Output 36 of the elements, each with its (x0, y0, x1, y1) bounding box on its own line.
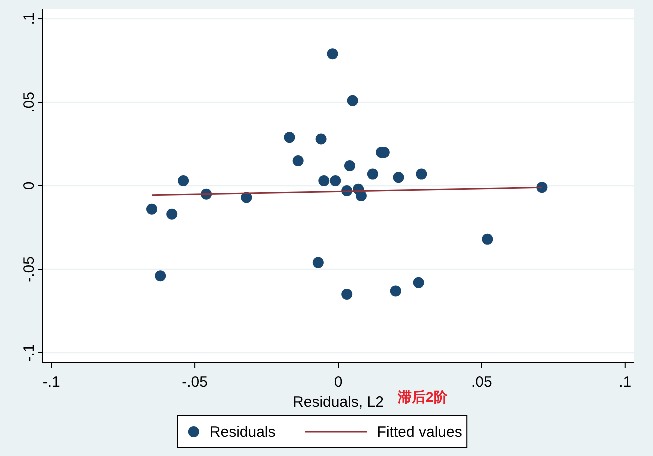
point (330, 175, 342, 186)
point (284, 132, 296, 144)
point (146, 204, 158, 215)
x-tick-label: .1 (619, 374, 632, 391)
point (166, 208, 178, 220)
legend-label: Residuals (210, 424, 276, 441)
point (367, 168, 378, 180)
x-tick-label: 0 (334, 374, 343, 391)
point (536, 182, 548, 194)
point (155, 270, 166, 282)
y-tick-label: .05 (21, 92, 38, 113)
point (482, 234, 494, 245)
legend-label: Fitted values (377, 424, 462, 441)
point (344, 160, 356, 172)
text: 滞后2阶 (397, 389, 449, 405)
y-tick-label: -.1 (21, 344, 38, 362)
point (413, 277, 424, 288)
y-tick-label: 0 (21, 182, 38, 190)
x-axis-title: Residuals, L2 (293, 394, 384, 411)
point (356, 190, 367, 202)
point (390, 286, 402, 297)
y-tick-label: .1 (21, 12, 38, 26)
x-tick-label: -.05 (182, 374, 208, 391)
point (178, 175, 190, 186)
point (347, 95, 358, 106)
x-tick-label: .05 (472, 374, 492, 391)
point (327, 48, 338, 60)
point (316, 134, 327, 145)
point (318, 175, 330, 186)
x-tick-label: -.1 (42, 374, 60, 391)
point (393, 172, 404, 184)
y-tick-label: -.05 (21, 256, 38, 282)
point (342, 289, 353, 300)
point (292, 155, 304, 166)
point (416, 168, 428, 180)
point (312, 257, 324, 268)
